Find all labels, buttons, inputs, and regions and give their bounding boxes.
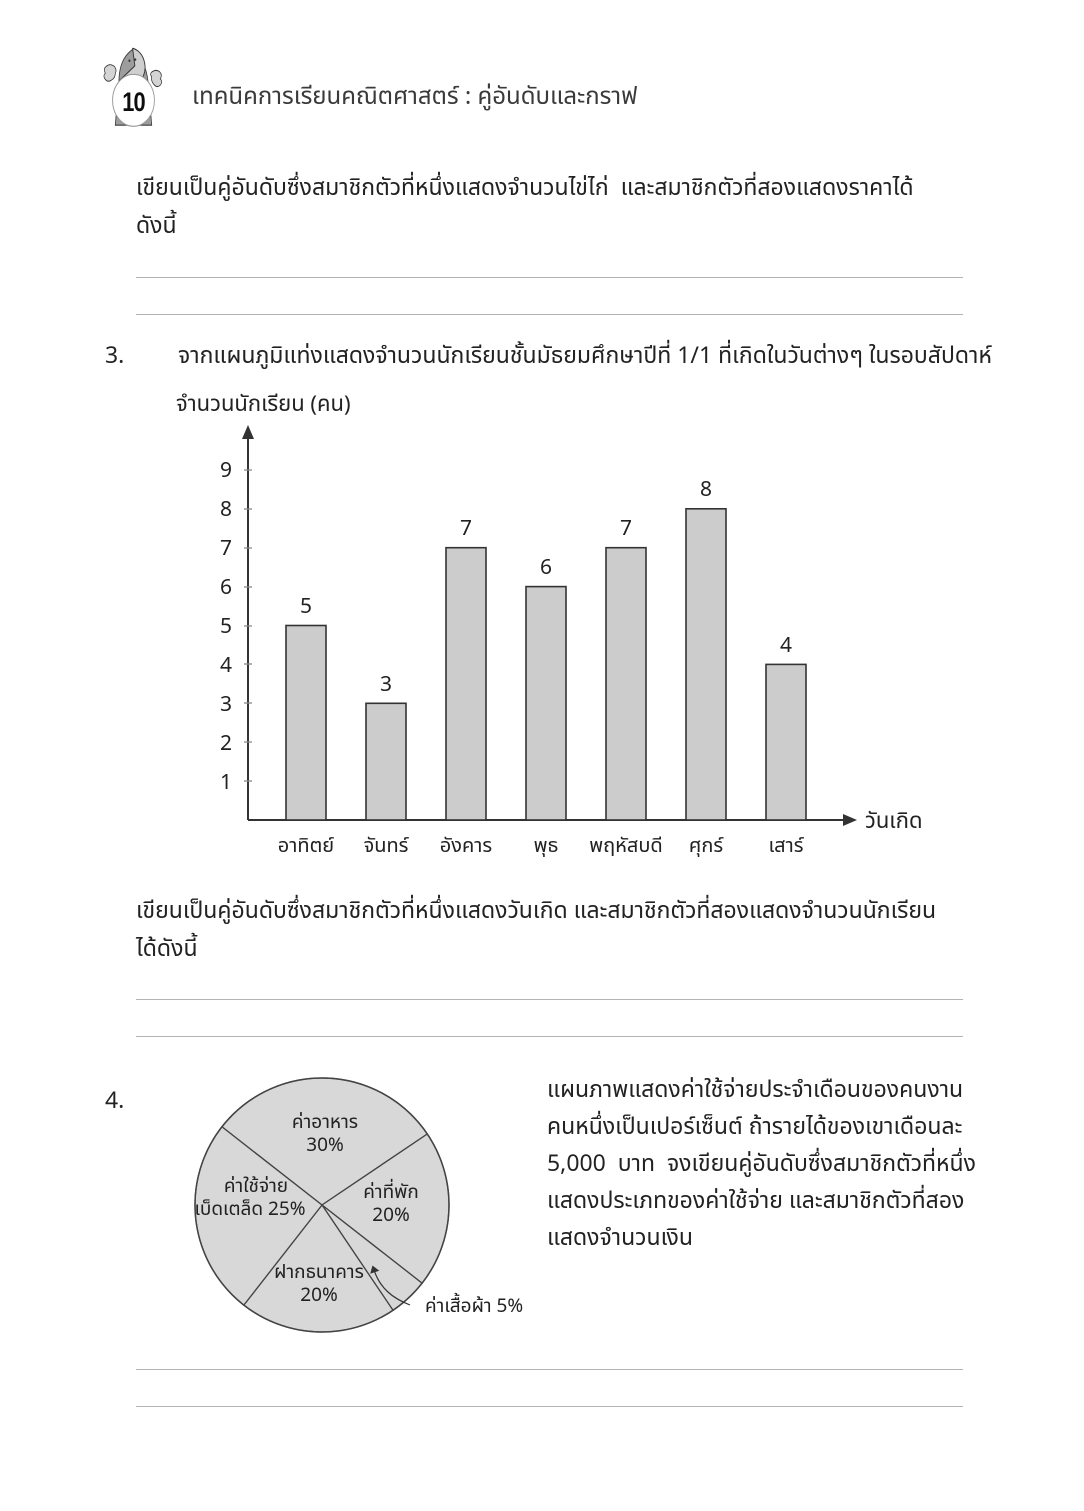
svg-text:ค่าเสื้อผ้า 5%: ค่าเสื้อผ้า 5% bbox=[425, 1292, 523, 1321]
svg-text:20%: 20% bbox=[300, 1281, 338, 1310]
svg-text:20%: 20% bbox=[372, 1201, 410, 1230]
svg-text:เบ็ดเตล็ด 25%: เบ็ดเตล็ด 25% bbox=[194, 1195, 305, 1224]
svg-text:30%: 30% bbox=[306, 1131, 344, 1160]
